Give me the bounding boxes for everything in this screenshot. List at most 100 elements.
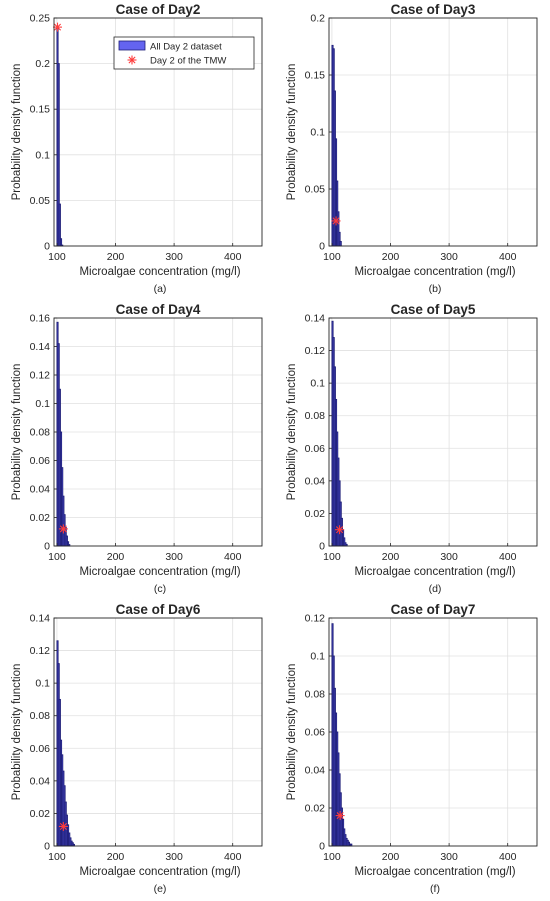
x-axis-label: Microalgae concentration (mg/l) [79, 866, 240, 878]
x-tick-label: 400 [224, 551, 242, 563]
legend-marker-icon [127, 55, 137, 65]
y-tick-label: 0.15 [30, 104, 51, 116]
y-tick-label: 0.06 [30, 743, 51, 755]
y-tick-label: 0.12 [30, 645, 51, 657]
chart-title: Case of Day6 [116, 602, 201, 617]
y-tick-label: 0.25 [30, 13, 51, 25]
y-tick-label: 0 [44, 241, 50, 253]
tmw-marker [58, 524, 68, 534]
tmw-marker [335, 811, 345, 821]
y-tick-label: 0.06 [30, 455, 51, 467]
y-tick-label: 0.02 [305, 508, 326, 520]
x-axis-label: Microalgae concentration (mg/l) [354, 866, 515, 878]
panel-caption: (e) [154, 883, 167, 895]
y-tick-label: 0.08 [30, 427, 51, 439]
axes-box [53, 617, 263, 847]
y-tick-label: 0.08 [30, 710, 51, 722]
x-axis-label: Microalgae concentration (mg/l) [354, 566, 515, 578]
legend-entry-label: All Day 2 dataset [150, 42, 222, 53]
x-tick-label: 400 [224, 251, 242, 263]
y-tick-label: 0.2 [35, 58, 50, 70]
y-axis-label: Probability density function [11, 64, 23, 201]
x-axis-label: Microalgae concentration (mg/l) [354, 266, 515, 278]
y-tick-label: 0 [44, 841, 50, 853]
histogram-bar [339, 240, 342, 247]
x-tick-label: 400 [224, 851, 242, 863]
x-tick-label: 400 [499, 251, 517, 263]
tmw-marker [331, 216, 341, 226]
x-tick-label: 300 [440, 551, 458, 563]
x-tick-label: 300 [440, 251, 458, 263]
y-tick-label: 0.06 [305, 727, 326, 739]
y-tick-label: 0.05 [305, 184, 326, 196]
y-tick-label: 0.12 [305, 613, 326, 625]
chart-title: Case of Day3 [391, 2, 476, 17]
y-tick-label: 0.12 [30, 370, 51, 382]
y-tick-label: 0.15 [305, 70, 326, 82]
y-tick-label: 0 [319, 841, 325, 853]
y-tick-label: 0.02 [305, 803, 326, 815]
x-tick-label: 200 [107, 551, 125, 563]
y-tick-label: 0.1 [310, 127, 325, 139]
y-tick-label: 0.14 [305, 313, 326, 325]
x-tick-label: 300 [440, 851, 458, 863]
y-tick-label: 0.2 [310, 13, 325, 25]
y-tick-label: 0.02 [30, 808, 51, 820]
chart-panel-5: 100 200 300 400 0 0.02 0.04 0.06 0.08 0.1 0.12 0.14… [11, 602, 263, 895]
chart-title: Case of Day5 [391, 302, 476, 317]
x-tick-label: 200 [107, 851, 125, 863]
y-tick-label: 0.04 [305, 475, 326, 487]
y-tick-label: 0.1 [310, 378, 325, 390]
x-axis-label: Microalgae concentration (mg/l) [79, 266, 240, 278]
panel-caption: (d) [429, 583, 442, 595]
y-tick-label: 0.1 [35, 398, 50, 410]
chart-title: Case of Day2 [116, 2, 201, 17]
chart-panel-2: 100 200 300 400 0 0.05 0.1 0.15 0.2 Case of Day3 M… [286, 2, 538, 295]
x-tick-label: 100 [323, 551, 341, 563]
x-tick-label: 200 [382, 551, 400, 563]
chart-panel-3: 100 200 300 400 0 0.02 0.04 0.06 0.08 0.1 0.12 0.14… [11, 302, 263, 595]
y-tick-label: 0.04 [30, 484, 51, 496]
legend-bar-swatch [118, 40, 146, 51]
y-tick-label: 0.04 [305, 765, 326, 777]
y-tick-label: 0.1 [35, 149, 50, 161]
tmw-marker [53, 22, 63, 32]
chart-panel-6: 100 200 300 400 0 0.02 0.04 0.06 0.08 0.1 0.12 Case… [286, 602, 538, 895]
x-tick-label: 100 [323, 851, 341, 863]
axes-box [328, 317, 538, 547]
x-tick-label: 300 [165, 251, 183, 263]
y-axis-label: Probability density function [11, 664, 23, 801]
plot-area [329, 318, 537, 546]
x-tick-label: 100 [48, 551, 66, 563]
x-tick-label: 200 [382, 851, 400, 863]
y-tick-label: 0.12 [305, 345, 326, 357]
x-tick-label: 300 [165, 851, 183, 863]
x-tick-label: 200 [382, 251, 400, 263]
y-tick-label: 0.05 [30, 195, 51, 207]
tmw-marker [335, 525, 345, 535]
y-axis-label: Probability density function [11, 364, 23, 501]
chart-panel-4: 100 200 300 400 0 0.02 0.04 0.06 0.08 0.1 0.12 0.14… [286, 302, 538, 595]
chart-title: Case of Day7 [391, 602, 476, 617]
x-tick-label: 100 [323, 251, 341, 263]
panel-caption: (c) [154, 583, 166, 595]
y-tick-label: 0 [319, 541, 325, 553]
legend: All Day 2 dataset Day 2 of the TMW [113, 36, 255, 70]
x-tick-label: 100 [48, 851, 66, 863]
legend-entry-label: Day 2 of the TMW [150, 56, 226, 67]
y-tick-label: 0 [44, 541, 50, 553]
tmw-marker [58, 821, 68, 831]
plot-area [54, 618, 262, 846]
y-tick-label: 0.06 [305, 443, 326, 455]
x-tick-label: 100 [48, 251, 66, 263]
y-tick-label: 0.02 [30, 512, 51, 524]
panel-caption: (b) [429, 283, 442, 295]
panel-caption: (f) [430, 883, 440, 895]
panel-caption: (a) [154, 283, 167, 295]
y-tick-label: 0.1 [35, 678, 50, 690]
x-tick-label: 400 [499, 851, 517, 863]
y-tick-label: 0.14 [30, 613, 51, 625]
chart-title: Case of Day4 [116, 302, 201, 317]
y-axis-label: Probability density function [286, 64, 298, 201]
